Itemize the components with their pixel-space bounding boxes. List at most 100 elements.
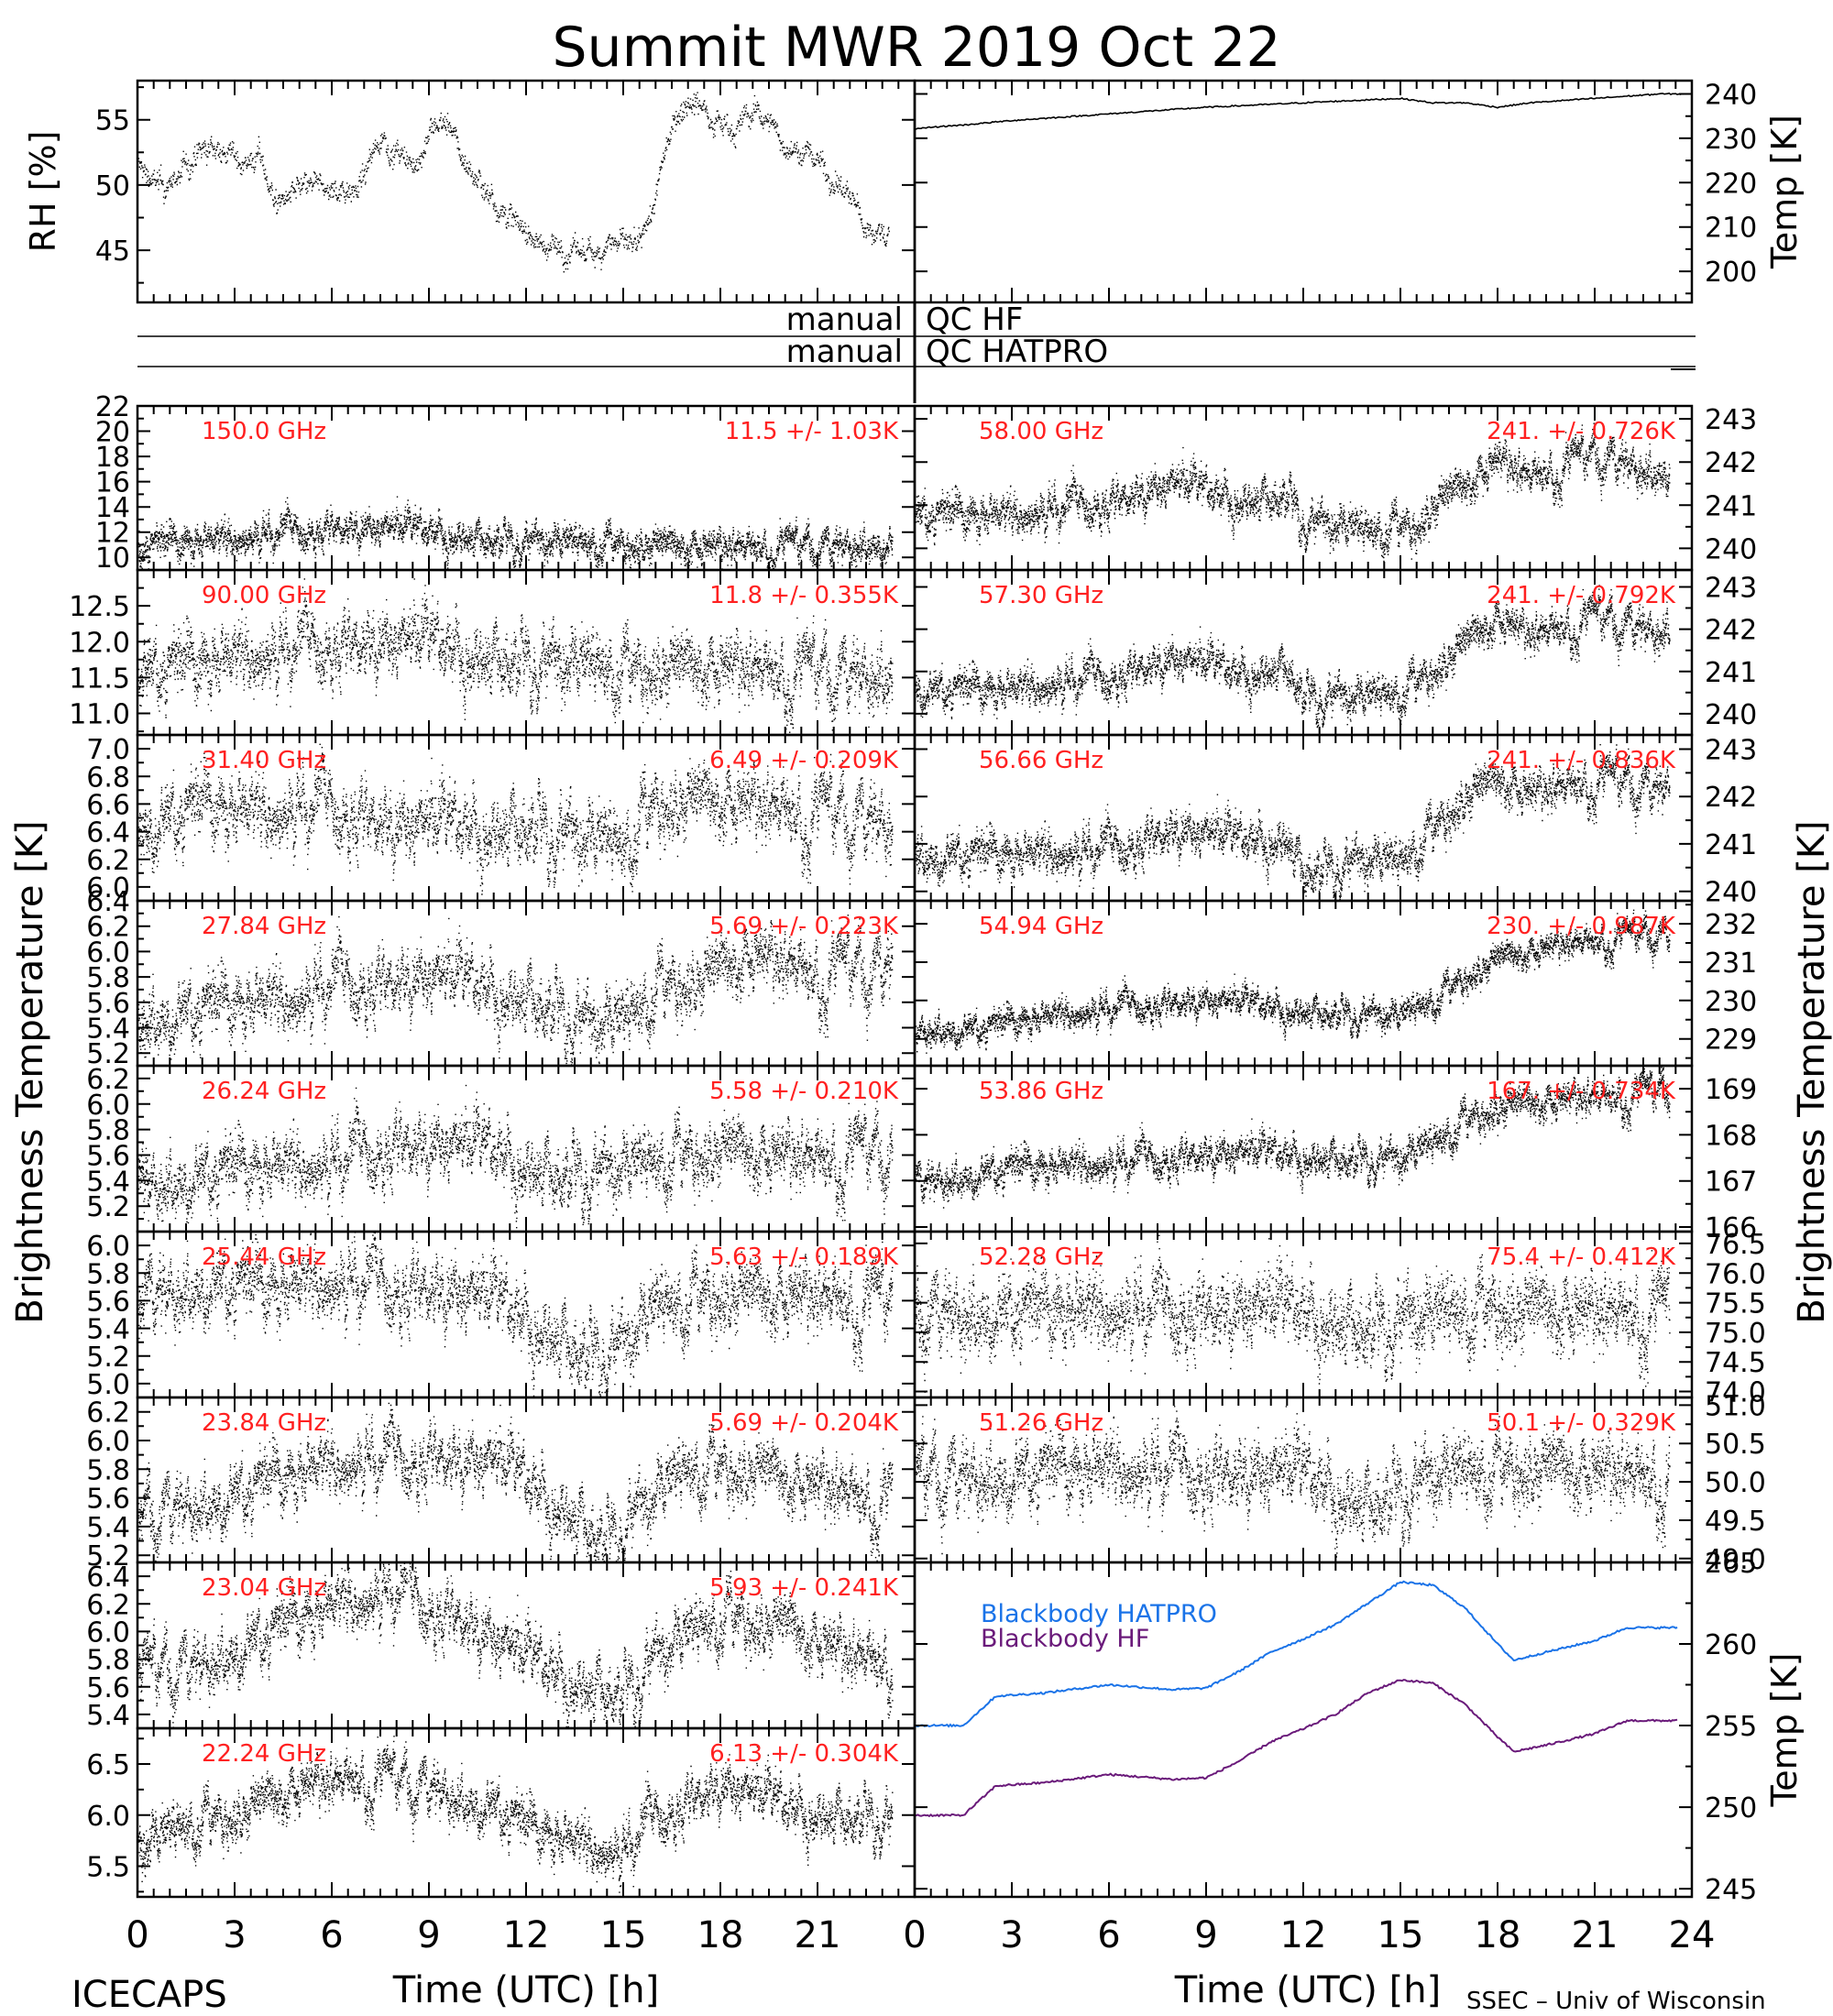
y-tick-label: 45 [95,236,130,268]
y-tick-label: 240 [1705,80,1757,112]
x-tick-label: 21 [795,1914,841,1956]
x-tick-label: 12 [1280,1914,1327,1956]
panel-frame [136,79,916,304]
y-tick-label: 18 [95,442,130,474]
y-tick-label: 167 [1705,1167,1757,1199]
freq-label: 31.40 GHz [202,747,326,774]
y-tick-label: 5.6 [86,1484,130,1516]
y-tick-label: 5.2 [86,1191,130,1223]
y-tick-label: 200 [1705,257,1757,289]
series-points [137,1397,894,1563]
freq-label: 52.28 GHz [979,1244,1103,1271]
panel-23.04: 5.45.65.86.06.26.4 23.04 GHz 5.93 +/- 0.24… [86,1561,916,1732]
y-tick-label: 5.4 [86,1013,130,1045]
panel-rh: 45 50 55 RH [%] [23,79,916,304]
y-tick-label: 50 [95,170,130,203]
y-tick-label: 7.0 [86,734,130,766]
qc-hatpro-label: manual [786,334,903,370]
panel-ylabel: Temp [K] [1764,115,1805,269]
y-tick-label: 11.5 [69,663,130,695]
y-tick-label: 6.0 [86,1426,130,1458]
series-points [915,1065,1671,1209]
panel-31.4: 6.06.26.46.66.87.0 31.40 GHz 6.49 +/- 0.20… [86,733,916,904]
footer-left: ICECAPS [71,1974,227,2016]
y-tick-label: 6.4 [86,817,130,849]
panel-bb: 245 250 255 260 265 Temp [K] [913,1548,1805,1906]
legend-hatpro: Blackbody HATPRO [981,1600,1217,1628]
y-tick-label: 250 [1705,1792,1757,1824]
y-tick-label: 5.8 [86,1645,130,1677]
y-tick-label: 5.2 [86,1540,130,1572]
y-tick-label: 50.5 [1705,1429,1766,1461]
freq-label: 27.84 GHz [202,913,326,940]
x-tick-label: 0 [903,1914,926,1956]
axis-ticks [137,1231,916,1398]
y-tick-label: 230 [1705,124,1757,156]
axis-ticks [914,901,1693,1066]
freq-label: 90.00 GHz [202,582,326,609]
y-tick-label: 255 [1705,1711,1757,1743]
y-tick-label: 5.8 [86,1258,130,1290]
right-ylabel: Brightness Temperature [K] [1791,820,1833,1323]
y-tick-label: 5.6 [86,1140,130,1172]
freq-label: 51.26 GHz [979,1409,1103,1437]
y-tick-label: 5.4 [86,1166,130,1198]
y-tick-label: 6.0 [86,1801,130,1833]
axis-ticks [137,1065,916,1232]
y-tick-label: 6.8 [86,761,130,794]
y-tick-label: 210 [1705,213,1757,245]
panel-23.84: 5.25.45.65.86.06.2 23.84 GHz 5.69 +/- 0.20… [86,1396,916,1572]
y-tick-label: 232 [1705,909,1757,941]
stat-label: 6.13 +/- 0.304K [709,1740,899,1768]
y-tick-label: 75.5 [1705,1288,1766,1320]
stat-label: 167. +/- 0.734K [1487,1078,1676,1105]
y-tick-label: 6.0 [86,1090,130,1122]
y-tick-label: 6.0 [86,1616,130,1649]
series-points [137,1736,894,1893]
y-tick-label: 5.6 [86,988,130,1020]
stat-label: 241. +/- 0.792K [1487,582,1676,609]
stat-label: 75.4 +/- 0.412K [1487,1244,1676,1271]
panel-52.28: 74.074.575.075.576.076.5 52.28 GHz 75.4 +/… [913,1229,1766,1409]
y-tick-label: 242 [1705,447,1757,479]
y-tick-label: 6.4 [86,886,130,918]
series-points [137,1561,894,1729]
y-tick-label: 240 [1705,533,1757,565]
y-tick-label: 74.5 [1705,1347,1766,1379]
axis-ticks [914,1397,1693,1562]
axis-ticks [914,1232,1693,1397]
axis-ticks [914,735,1693,901]
freq-label: 26.24 GHz [202,1078,326,1105]
y-tick-label: 5.8 [86,1454,130,1486]
y-tick-label: 50.0 [1705,1467,1766,1499]
y-tick-label: 241 [1705,490,1757,522]
x-tick-label: 24 [1669,1914,1716,1956]
y-tick-label: 260 [1705,1629,1757,1661]
stat-label: 241. +/- 0.836K [1487,747,1676,774]
y-tick-label: 5.4 [86,1314,130,1346]
xlabel-right: Time (UTC) [h] [1174,1969,1441,2011]
y-tick-label: 10 [95,542,130,575]
panel-22.24: 5.5 6.0 6.5 22.24 GHz 6.13 +/- 0.304K [86,1726,916,1899]
panel-ylabel: RH [%] [23,131,63,253]
panel-54.94: 229 230 231 232 54.94 GHz 230. +/- 0.987K [913,899,1757,1068]
axis-ticks [914,406,1693,571]
stat-label: 5.69 +/- 0.204K [709,1409,899,1437]
panel-ylabel: Temp [K] [1764,1653,1805,1808]
axis-ticks [914,570,1693,736]
axis-ticks [914,81,1693,302]
y-tick-label: 11.0 [69,699,130,731]
qc-hf-label: manual [786,301,903,338]
series-points [915,909,1671,1054]
y-tick-label: 6.2 [86,1064,130,1096]
y-tick-label: 20 [95,417,130,449]
stat-label: 5.93 +/- 0.241K [709,1574,899,1602]
stat-label: 5.69 +/- 0.223K [709,913,899,940]
y-tick-label: 231 [1705,948,1757,980]
y-tick-label: 230 [1705,986,1757,1018]
y-tick-label: 5.4 [86,1512,130,1544]
series-points [137,496,894,571]
y-tick-label: 240 [1705,699,1757,731]
